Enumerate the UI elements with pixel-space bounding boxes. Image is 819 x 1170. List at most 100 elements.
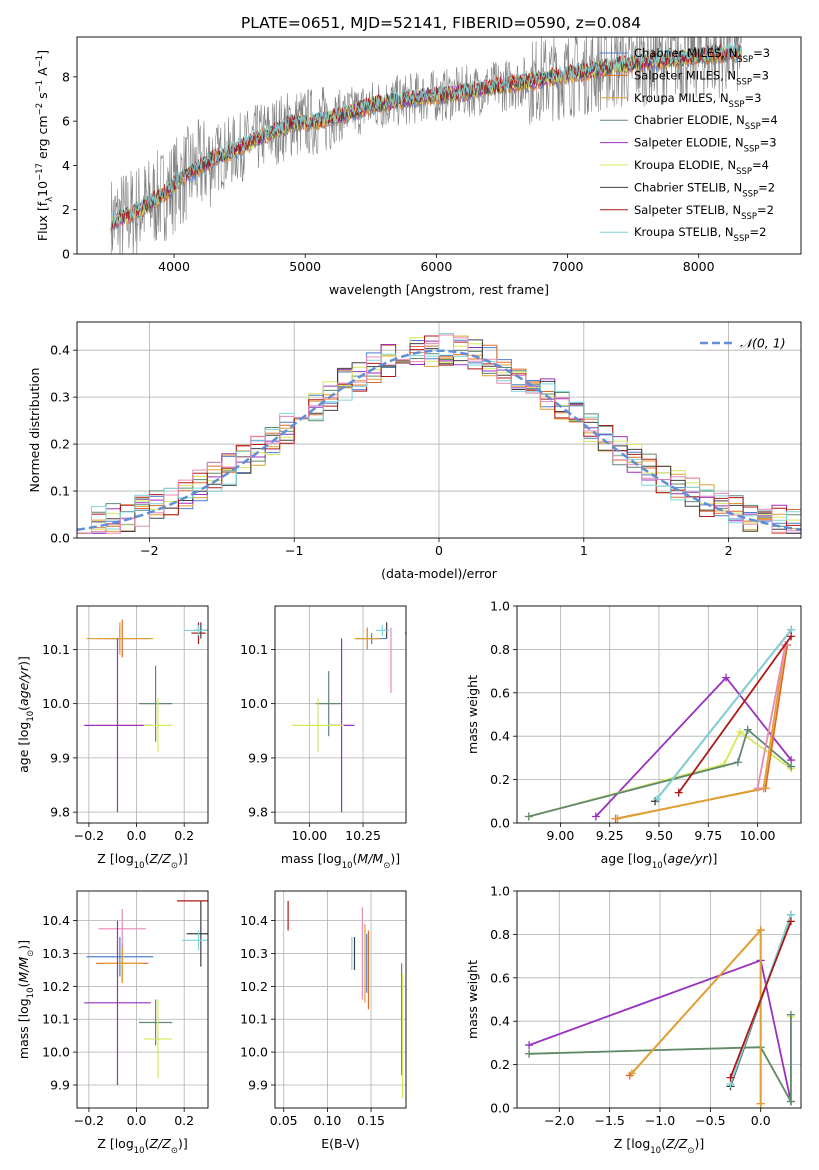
x-axis-label-part: (: [145, 851, 150, 866]
legend-entry: Chabrier MILES, NSSP=3: [634, 46, 770, 65]
weight-marker: [756, 926, 765, 935]
axes-frame: [274, 605, 407, 824]
weight-marker: [787, 632, 796, 641]
x-axis-label-part: 10: [134, 1146, 145, 1156]
x-axis-label-part: (: [661, 1136, 666, 1151]
y-tick-label: 10.4: [42, 913, 70, 928]
weight-marker: [674, 788, 683, 797]
weight-marker: [756, 1099, 765, 1108]
x-axis-label: mass [log10(M/M⊙)]: [281, 851, 400, 871]
y-axis-label-part: )]: [16, 656, 31, 666]
x-tick-label: 0.05: [270, 1113, 298, 1128]
legend-entry-part: =4: [761, 113, 778, 127]
panel-mass_vs_Z: −0.2 0.0 0.29.910.010.110.210.310.4Z [log1…: [16, 890, 209, 1156]
weight-marker: [726, 1073, 735, 1082]
legend-entry-part: SSP: [734, 234, 750, 244]
y-tick-label: 10.3: [42, 946, 70, 961]
panel-weight_vs_age: 9.00 9.25 9.50 9.75 10.00 0.0 0.2 0.4 0.6 0.8 1.0 a…: [465, 599, 802, 871]
panel-mass_vs_ebv: 0.05 0.10 0.15 9.9 10.0 10.1 10.2 10.3 10.4 E(B-V…: [240, 890, 407, 1151]
axes: 0.05 0.10 0.15 9.9 10.0 10.1 10.2 10.3 10.4 E(B-V…: [240, 890, 407, 1151]
y-tick-label: 0.2: [50, 437, 70, 452]
y-axis-label-part: M/M: [16, 957, 31, 983]
x-tick-label: 0.10: [313, 1113, 341, 1128]
model-line: [110, 43, 742, 229]
x-tick-label: −1.0: [645, 1113, 675, 1128]
x-axis-label-part: Z [log: [614, 1136, 650, 1151]
axes-frame: [274, 890, 407, 1109]
legend-entry: Kroupa ELODIE, NSSP=4: [634, 158, 769, 177]
y-tick-label: 10.0: [42, 1045, 70, 1060]
y-tick-label: 0.8: [490, 642, 510, 657]
legend-entry-part: Chabrier MILES, N: [634, 46, 737, 60]
x-axis-label: age [log10(age/yr)]: [601, 851, 718, 871]
y-tick-label: 9.9: [248, 1077, 268, 1092]
legend-entry: Chabrier ELODIE, NSSP=4: [634, 113, 778, 132]
plot-area: [524, 625, 796, 823]
weight-marker: [613, 814, 622, 823]
weight-line: [729, 921, 792, 1078]
y-axis-label-part: 10: [26, 711, 36, 722]
x-axis-label: E(B-V): [321, 1136, 360, 1151]
plot-area: [292, 622, 406, 813]
x-tick-label: 0.0: [127, 828, 147, 843]
axes-frame: [76, 36, 802, 255]
y-tick-label: 0.6: [490, 970, 510, 985]
y-tick-label: 10.1: [42, 1012, 70, 1027]
y-axis-label-part: −1: [35, 55, 45, 68]
y-axis-label-part: mass [log: [16, 998, 31, 1059]
y-axis-label-part: s: [35, 92, 50, 103]
y-tick-label: 9.8: [248, 805, 268, 820]
axes: −2 −1 0 1 2 0.0 0.1 0.2 0.3 0.4 (data-model)/error…: [27, 321, 802, 581]
weight-marker: [787, 762, 796, 771]
y-axis-label-part: Flux [f: [35, 201, 50, 241]
y-tick-label: 9.9: [50, 1077, 70, 1092]
y-tick-label: 10.2: [240, 979, 268, 994]
x-tick-label: 10.00: [291, 828, 327, 843]
y-tick-label: 8: [62, 69, 70, 84]
y-axis-label-part: ⊙: [26, 950, 36, 957]
x-axis-label-part: Z [log: [97, 851, 133, 866]
legend-entry-part: SSP: [736, 167, 752, 177]
gaussian-curve: [77, 349, 801, 532]
y-tick-label: 2: [62, 202, 70, 217]
y-tick-label: 9.9: [248, 750, 268, 765]
x-axis-label: Z [log10(Z/Z⊙)]: [97, 851, 187, 871]
y-axis-label-part: λ: [45, 197, 55, 202]
x-axis-label: (data-model)/error: [381, 566, 498, 581]
x-axis-label-part: Z [log: [97, 1136, 133, 1151]
weight-marker: [722, 673, 731, 682]
axes-frame: [516, 605, 802, 824]
y-tick-label: 0.4: [490, 1014, 510, 1029]
legend-entry-part: =3: [760, 136, 777, 150]
legend-entry-part: SSP: [736, 77, 752, 87]
y-tick-label: 0.4: [50, 343, 70, 358]
legend-entry-part: =2: [758, 180, 775, 194]
axes-frame: [76, 321, 802, 539]
legend-entry: Salpeter ELODIE, NSSP=3: [634, 136, 777, 155]
panel-weight_vs_Z: −2.0 −1.5 −1.0 −0.5 0.0 0.0 0.2 0.4 0.6 0.8 1.0 Z […: [465, 884, 802, 1156]
weight-marker: [733, 758, 742, 767]
x-tick-label: 0.0: [751, 1113, 771, 1128]
weight-marker: [525, 1049, 534, 1058]
panel-spectrum: 4000 5000 6000 7000 8000 0 2 4 6 8 wavelength [Ang…: [35, 36, 802, 297]
y-tick-label: 10.4: [240, 913, 268, 928]
legend-entry: Chabrier STELIB, NSSP=2: [634, 180, 775, 199]
y-tick-label: 0.1: [50, 484, 70, 499]
x-axis-label-part: E(B-V): [321, 1136, 360, 1151]
x-tick-label: −0.2: [74, 1113, 104, 1128]
weight-line: [615, 644, 789, 820]
y-axis-label: mass weight: [465, 675, 480, 754]
panel-age_vs_mass: 10.00 10.25 9.8 9.9 10.0 10.1 mass [log10(M/M⊙…: [240, 605, 407, 871]
y-tick-label: 0.2: [490, 772, 510, 787]
y-tick-label: 9.9: [50, 750, 70, 765]
y-axis-label-part: (: [16, 706, 31, 711]
y-tick-label: 10.0: [42, 696, 70, 711]
y-tick-label: 0.0: [490, 1101, 510, 1116]
x-tick-label: −2.0: [544, 1113, 574, 1128]
weight-marker: [743, 725, 752, 734]
legend-entry-part: SSP: [742, 189, 758, 199]
legend-entry-part: SSP: [744, 145, 760, 155]
x-axis-label-part: wavelength [Angstrom, rest frame]: [329, 282, 549, 297]
x-axis-label: Z [log10(Z/Z⊙)]: [97, 1136, 187, 1156]
